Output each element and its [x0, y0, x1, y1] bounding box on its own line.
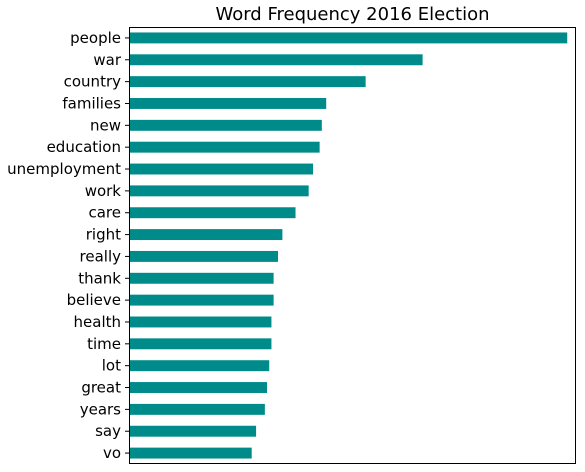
y-tick-label-war: war	[93, 51, 121, 69]
bar-work	[129, 185, 309, 197]
y-tick-label-really: really	[80, 247, 122, 265]
y-tick-label-health: health	[74, 313, 121, 331]
y-tick-label-care: care	[88, 204, 121, 222]
y-tick-label-right: right	[86, 226, 121, 244]
y-tick-label-families: families	[62, 94, 121, 112]
bar-really	[129, 250, 278, 262]
y-tick-label-work: work	[85, 182, 122, 200]
y-tick-label-thank: thank	[78, 269, 121, 287]
bar-people	[129, 32, 568, 44]
y-tick-label-time: time	[87, 335, 121, 353]
bar-care	[129, 207, 296, 219]
y-tick-label-years: years	[80, 400, 121, 418]
plot-frame	[129, 27, 576, 464]
bar-right	[129, 229, 283, 241]
bar-lot	[129, 360, 270, 372]
bar-families	[129, 98, 327, 109]
bar-country	[129, 76, 366, 88]
bars-layer	[129, 32, 568, 459]
y-tick-label-new: new	[90, 116, 121, 134]
y-tick-label-people: people	[70, 29, 121, 47]
bar-great	[129, 382, 268, 393]
bar-health	[129, 316, 272, 328]
bar-time	[129, 338, 272, 350]
y-tick-label-vo: vo	[103, 444, 121, 462]
bar-war	[129, 54, 423, 66]
bar-vo	[129, 447, 252, 459]
y-tick-label-lot: lot	[102, 357, 121, 375]
chart-title: Word Frequency 2016 Election	[215, 4, 489, 25]
y-tick-label-great: great	[81, 379, 121, 397]
y-tick-label-believe: believe	[67, 291, 121, 309]
y-tick-labels: people war country families new education unem…	[7, 29, 129, 462]
y-tick-label-education: education	[47, 138, 121, 156]
bar-say	[129, 425, 257, 437]
bar-unemployment	[129, 163, 314, 175]
bar-new	[129, 119, 322, 131]
y-tick-label-say: say	[95, 422, 121, 440]
y-tick-label-country: country	[64, 73, 121, 91]
bar-believe	[129, 294, 274, 306]
bar-education	[129, 141, 320, 153]
bar-thank	[129, 272, 274, 284]
bar-years	[129, 403, 265, 415]
y-tick-label-unemployment: unemployment	[7, 160, 121, 178]
